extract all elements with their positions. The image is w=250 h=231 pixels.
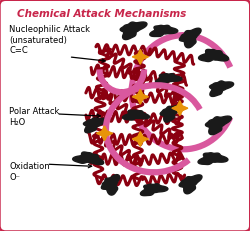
Polygon shape [172, 101, 188, 116]
Polygon shape [132, 89, 148, 104]
Polygon shape [179, 175, 202, 194]
Polygon shape [206, 116, 232, 135]
Polygon shape [132, 49, 148, 64]
Polygon shape [96, 126, 112, 141]
Polygon shape [198, 49, 229, 61]
Polygon shape [101, 175, 120, 195]
Polygon shape [84, 118, 107, 133]
Text: Nucleophilic Attack
(unsaturated)
C=C: Nucleophilic Attack (unsaturated) C=C [9, 25, 90, 55]
Polygon shape [132, 132, 148, 146]
Polygon shape [155, 74, 182, 84]
Polygon shape [122, 110, 150, 120]
Polygon shape [150, 25, 178, 36]
Text: Oxidation
O⁻: Oxidation O⁻ [9, 162, 50, 182]
Text: Chemical Attack Mechanisms: Chemical Attack Mechanisms [17, 9, 186, 19]
Polygon shape [198, 153, 228, 164]
Polygon shape [120, 22, 147, 40]
Polygon shape [210, 81, 234, 96]
Polygon shape [140, 184, 168, 196]
Polygon shape [179, 28, 201, 48]
Polygon shape [73, 152, 104, 165]
Polygon shape [160, 105, 182, 122]
Text: Polar Attack
H₂O: Polar Attack H₂O [9, 107, 60, 127]
